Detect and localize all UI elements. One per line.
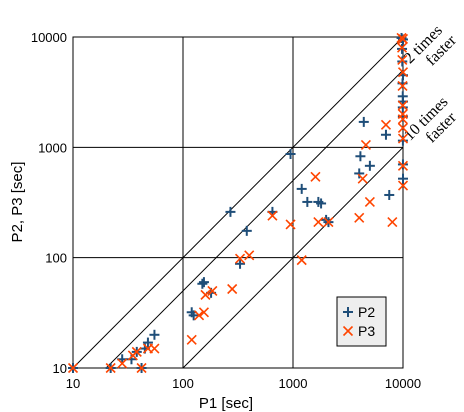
data-point-p3 — [117, 358, 128, 369]
data-point-p2 — [397, 56, 408, 67]
data-point-p2 — [397, 135, 408, 146]
data-point-p3 — [396, 42, 408, 53]
data-point-p3 — [186, 334, 197, 345]
data-point-p3 — [296, 255, 307, 266]
data-point-p3 — [323, 217, 334, 228]
x-axis-label: P1 [sec] — [199, 395, 253, 412]
legend-label: P3 — [358, 323, 375, 339]
data-point-p3 — [194, 310, 205, 321]
data-point-p3 — [198, 307, 210, 318]
data-point-p3 — [354, 212, 365, 223]
data-point-p3 — [397, 160, 409, 171]
data-point-p3 — [200, 289, 211, 300]
data-point-p2 — [235, 258, 246, 269]
data-point-p2 — [316, 198, 327, 209]
data-point-p2 — [142, 337, 153, 348]
y-tick-label: 10000 — [31, 30, 67, 45]
data-point-p3 — [136, 362, 147, 374]
x-tick-label: 10000 — [385, 376, 421, 391]
x-axis-ticks: 10 100 1000 10000 — [66, 376, 421, 391]
data-points — [67, 32, 409, 374]
data-point-p3 — [397, 133, 409, 144]
data-point-p3 — [380, 119, 392, 130]
data-point-p2 — [198, 277, 209, 288]
data-point-p3 — [131, 346, 142, 357]
data-point-p2 — [296, 183, 307, 194]
data-point-p3 — [310, 171, 321, 182]
data-point-p2 — [188, 310, 199, 321]
legend-marker — [343, 307, 353, 317]
data-point-p2 — [197, 278, 208, 289]
reference-line — [182, 146, 403, 368]
data-point-p3 — [397, 67, 409, 78]
data-point-p3 — [234, 253, 246, 264]
data-point-p2 — [358, 116, 369, 127]
data-point-p3 — [207, 285, 218, 296]
data-point-p3 — [357, 173, 368, 184]
y-tick-label: 100 — [45, 251, 67, 266]
x-tick-label: 10 — [66, 376, 80, 391]
data-point-p3 — [397, 114, 408, 125]
plot-frame — [72, 36, 404, 369]
y-axis-label: P2, P3 [sec] — [9, 162, 26, 243]
data-point-p2 — [241, 225, 252, 236]
data-point-p2 — [225, 206, 236, 217]
reference-lines — [73, 37, 403, 368]
y-axis-ticks: 10 100 1000 10000 — [31, 30, 67, 376]
x-tick-label: 1000 — [279, 376, 308, 391]
data-point-p3 — [360, 139, 371, 151]
data-point-p2 — [397, 43, 408, 54]
legend-entry-p3: P3 — [342, 323, 375, 339]
data-point-p2 — [355, 151, 366, 162]
reference-line — [105, 69, 403, 368]
legend-box — [336, 296, 387, 347]
data-point-p3 — [313, 217, 324, 228]
data-point-p2 — [285, 149, 296, 160]
data-point-p3 — [227, 283, 238, 295]
y-tick-label: 10 — [53, 361, 67, 376]
reference-line — [73, 37, 403, 368]
data-point-p2 — [302, 196, 313, 207]
legend-entry-p2: P2 — [343, 304, 375, 320]
data-point-p2 — [364, 160, 375, 171]
data-point-p3 — [397, 180, 409, 191]
data-point-p2 — [149, 329, 160, 340]
legend-label: P2 — [358, 304, 375, 320]
data-point-p3 — [244, 250, 255, 261]
data-point-p2 — [398, 173, 408, 184]
data-point-p2 — [354, 168, 365, 179]
data-point-p3 — [364, 196, 375, 207]
data-point-p2 — [397, 159, 408, 170]
data-point-p2 — [384, 189, 395, 200]
y-tick-label: 1000 — [38, 140, 67, 155]
data-point-p2 — [380, 129, 391, 140]
data-point-p3 — [387, 217, 398, 228]
x-tick-label: 100 — [172, 376, 194, 391]
data-point-p3 — [149, 343, 160, 354]
data-point-p3 — [397, 33, 409, 45]
data-point-p3 — [397, 122, 408, 133]
legend-marker — [342, 325, 354, 337]
data-point-p3 — [267, 210, 278, 221]
data-point-p3 — [285, 219, 296, 230]
data-point-p3 — [397, 80, 408, 92]
data-point-p3 — [105, 362, 116, 374]
data-point-p3 — [397, 54, 408, 65]
data-point-p3 — [67, 362, 79, 374]
data-point-p3 — [397, 100, 408, 111]
